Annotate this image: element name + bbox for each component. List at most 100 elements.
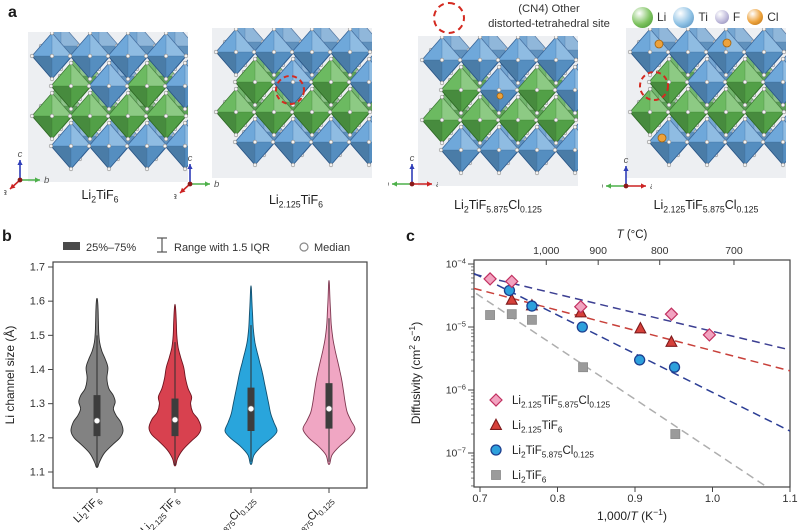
f-atom-vertex [143, 113, 149, 119]
octahedron [162, 60, 188, 112]
y-tick-label: 10−7 [446, 445, 466, 459]
y-tick-label: 10−5 [446, 319, 466, 333]
f-atom-vertex [572, 110, 578, 116]
data-point [633, 354, 646, 366]
f-atom-vertex [106, 83, 112, 89]
f-atom-vertex [496, 64, 502, 70]
f-atom-vertex [761, 86, 767, 92]
f-atom-vertex [86, 143, 92, 149]
structure-legend: (CN4) Other distorted-tetrahedral site L… [428, 0, 800, 36]
f-atom-vertex [439, 140, 445, 146]
f-atom-vertex [572, 124, 578, 130]
data-point [526, 300, 538, 312]
f-atom-vertex [125, 90, 131, 96]
octahedron [438, 124, 484, 176]
series-legend-label: Li2.125TiF5.875Cl0.125 [512, 395, 610, 409]
f-atom-vertex [87, 53, 93, 59]
atom-legend-label: Li [657, 10, 667, 24]
f-atom-vertex [477, 80, 483, 86]
f-atom-vertex [647, 49, 653, 55]
trend-lines [474, 272, 790, 487]
f-atom-vertex [761, 28, 767, 32]
f-atom-vertex [760, 79, 766, 85]
octahedron [457, 94, 503, 146]
octahedron [476, 124, 522, 176]
f-atom-vertex [163, 136, 169, 142]
panel-label-a: a [8, 4, 17, 21]
f-atom-vertex [182, 60, 188, 66]
f-atom-vertex [271, 109, 277, 115]
data-point [573, 299, 588, 314]
octahedron [48, 60, 94, 112]
octahedron [741, 28, 786, 78]
f-atom-vertex [346, 79, 352, 85]
f-atom-vertex [666, 139, 672, 145]
x-tick-label: Li2.125TiF6 [139, 493, 184, 530]
f-atom-vertex [496, 110, 502, 116]
f-atom-vertex [106, 120, 112, 126]
f-atom-vertex [495, 57, 501, 63]
x-tick-label: 0.7 [472, 493, 487, 505]
f-atom-vertex [290, 162, 296, 168]
atom-legend-label: F [732, 10, 741, 24]
f-atom-vertex [458, 170, 464, 176]
f-atom-vertex [105, 113, 111, 119]
f-atom-vertex [233, 49, 239, 55]
iqr-box-icon [63, 242, 80, 250]
f-atom-vertex [366, 116, 372, 122]
f-atom-vertex [366, 162, 372, 168]
f-atom-vertex [647, 109, 653, 115]
octahedron [162, 120, 188, 172]
y-tick-label: 1.7 [30, 262, 45, 274]
f-atom-vertex [106, 106, 112, 112]
f-atom-vertex [515, 80, 521, 86]
y-tick-label: 1.6 [30, 296, 45, 308]
f-atom-vertex [723, 132, 729, 138]
atom-color-legend: Li Ti F Cl [632, 4, 779, 30]
data-point [490, 444, 502, 456]
atom-legend-item-ti: Ti [673, 6, 708, 28]
f-atom-vertex [760, 139, 766, 145]
f-atom-vertex [534, 147, 540, 153]
octahedron [646, 116, 692, 168]
octahedron [86, 60, 132, 112]
f-atom-vertex [742, 56, 748, 62]
f-atom-vertex [514, 147, 520, 153]
f-atom-vertex [289, 49, 295, 55]
f-atom-vertex [685, 132, 691, 138]
octahedron [646, 56, 692, 108]
f-atom-vertex [458, 87, 464, 93]
f-atom-vertex [308, 79, 314, 85]
x-tick-label: 1.0 [705, 493, 720, 505]
f-atom-vertex [270, 79, 276, 85]
octahedron [67, 32, 113, 82]
f-atom-vertex [68, 106, 74, 112]
f-atom-vertex [29, 113, 35, 119]
f-atom-vertex [439, 36, 445, 40]
octahedron [213, 86, 259, 138]
octahedron [533, 94, 578, 146]
octahedron [143, 90, 188, 142]
f-atom-vertex [125, 32, 131, 36]
data-point [505, 292, 519, 305]
y-tick-label: 10−4 [446, 256, 466, 270]
f-atom-vertex [627, 49, 633, 55]
f-atom-vertex [347, 28, 353, 32]
f-atom-vertex [106, 60, 112, 66]
f-atom-vertex [309, 28, 315, 32]
f-atom-vertex [742, 162, 748, 168]
f-atom-vertex [666, 79, 672, 85]
octahedron [552, 124, 578, 176]
f-atom-vertex [534, 64, 540, 70]
crystal-structure-li2125tif6 [212, 28, 372, 178]
f-atom-vertex [327, 109, 333, 115]
f-atom-vertex [514, 87, 520, 93]
structure-formula-label: Li2.125TiF6 [268, 193, 324, 210]
x-tick-label: Li2TiF5.875Cl0.125 [193, 493, 259, 530]
octahedron [346, 56, 372, 108]
f-atom-vertex [125, 113, 131, 119]
f-atom-vertex [309, 72, 315, 78]
svg-text:c: c [410, 153, 415, 164]
f-atom-vertex [68, 60, 74, 66]
f-atom-vertex [125, 53, 131, 59]
